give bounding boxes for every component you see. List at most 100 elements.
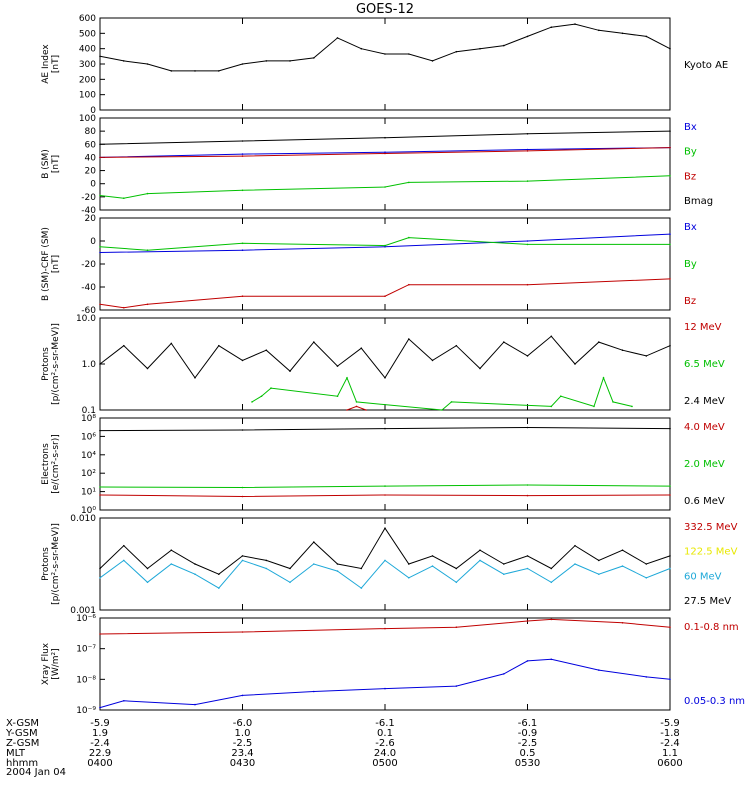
orbit-value: 0530 — [515, 758, 540, 769]
data-point — [384, 295, 386, 298]
data-point — [669, 278, 671, 280]
legend-entry: By — [684, 147, 697, 158]
chart-panel-6: 0.001 0.010 Protons [p/(cm²-s-sr-MeV)] 332.5… — [41, 514, 738, 616]
series-line — [99, 559, 671, 589]
data-point — [194, 377, 196, 379]
data-point — [574, 544, 576, 547]
y-tick-label: 0 — [90, 237, 96, 247]
data-point — [526, 133, 529, 135]
y-axis-label: [p/(cm²-s-sr-MeV)] — [51, 323, 61, 405]
data-point — [550, 618, 553, 621]
data-point — [526, 35, 529, 38]
data-point — [550, 658, 553, 661]
data-point — [265, 559, 268, 562]
y-axis-label: Protons — [41, 547, 51, 581]
orbit-value: -5.9 — [660, 718, 680, 729]
data-point — [621, 32, 624, 35]
chart-panel-7: 10⁻⁹ 10⁻⁸ 10⁻⁷ 10⁻⁶ Xray Flux [W/m²] 0.1-0.8 n… — [41, 614, 745, 716]
data-point — [289, 370, 291, 372]
data-point — [241, 631, 244, 633]
data-point — [384, 152, 386, 155]
data-point — [360, 587, 363, 589]
data-point — [360, 47, 363, 50]
data-point — [336, 395, 339, 398]
data-point — [99, 706, 101, 709]
orbit-value: -2.5 — [518, 738, 538, 749]
date-label: 2004 Jan 04 — [6, 767, 66, 778]
data-point — [645, 676, 648, 678]
y-tick-label: 0.010 — [70, 514, 96, 524]
data-point — [123, 544, 125, 547]
data-point — [384, 244, 386, 247]
data-point — [265, 567, 268, 570]
data-point — [384, 151, 386, 153]
y-tick-label: 10² — [81, 469, 96, 479]
data-point — [526, 494, 529, 497]
data-point — [526, 243, 529, 246]
data-point — [479, 367, 481, 370]
y-axis-label: [nT] — [51, 55, 61, 73]
legend-entry: Bz — [684, 171, 696, 182]
series-line — [99, 658, 671, 709]
panel-frame — [99, 617, 671, 711]
legend-entry: 2.0 MeV — [684, 459, 725, 470]
y-axis-label: Protons — [41, 347, 51, 381]
legend-entry: 12 MeV — [684, 322, 722, 333]
orbit-row-label: hhmm — [6, 758, 38, 769]
orbit-value: -2.4 — [90, 738, 110, 749]
data-point — [631, 405, 633, 408]
data-point — [218, 344, 220, 347]
legend-entry: 122.5 MeV — [684, 547, 738, 558]
orbit-value: 23.4 — [231, 748, 253, 759]
data-point — [669, 146, 671, 149]
data-point — [336, 563, 339, 565]
data-point — [384, 687, 386, 690]
data-point — [146, 192, 149, 195]
data-point — [384, 627, 386, 630]
orbit-row-label: Z-GSM — [6, 738, 39, 749]
data-point — [669, 47, 671, 50]
data-point — [289, 581, 291, 584]
y-tick-label: 1.0 — [82, 360, 97, 370]
orbit-value: -1.8 — [660, 728, 680, 739]
data-point — [598, 29, 600, 32]
data-point — [241, 63, 244, 65]
data-point — [503, 563, 505, 565]
y-tick-label: 80 — [85, 127, 97, 137]
data-point — [241, 486, 244, 489]
data-point — [360, 347, 363, 350]
data-point — [146, 63, 149, 65]
data-point — [123, 306, 125, 309]
orbit-value: -6.1 — [518, 718, 538, 729]
data-point — [384, 377, 386, 379]
data-point — [669, 678, 671, 681]
data-point — [170, 70, 173, 72]
data-point — [621, 565, 624, 567]
data-point — [346, 377, 348, 379]
orbit-value: 0500 — [372, 758, 397, 769]
legend-entry: 4.0 MeV — [684, 422, 725, 433]
data-point — [218, 587, 220, 589]
orbit-value: -6.0 — [233, 718, 253, 729]
data-point — [669, 567, 671, 570]
legend-entry: 60 MeV — [684, 571, 722, 582]
data-point — [455, 626, 458, 628]
data-point — [170, 342, 173, 345]
y-tick-label: 10⁻⁸ — [76, 675, 96, 685]
y-axis-label: Xray Flux — [41, 642, 51, 685]
y-axis-label: [W/m²] — [51, 648, 61, 679]
data-point — [346, 409, 348, 411]
panel-frame — [99, 117, 671, 211]
orbit-value: 1.0 — [235, 728, 251, 739]
data-point — [365, 409, 367, 411]
data-point — [479, 559, 481, 562]
orbit-value: 0430 — [230, 758, 255, 769]
data-point — [526, 620, 529, 622]
data-point — [503, 573, 505, 575]
data-point — [612, 401, 614, 403]
data-point — [550, 335, 553, 338]
data-point — [241, 249, 244, 251]
data-point — [408, 563, 410, 565]
data-point — [265, 349, 268, 352]
